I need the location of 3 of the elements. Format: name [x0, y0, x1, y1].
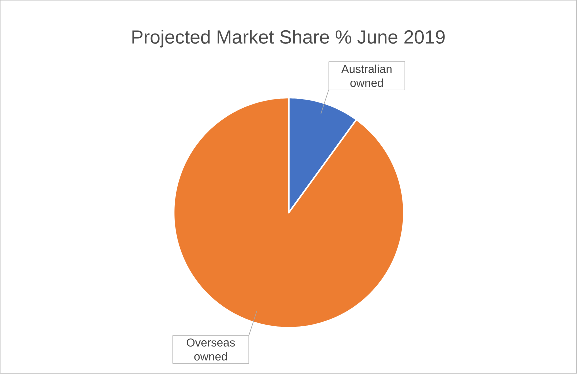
slice-label: Overseas owned	[186, 338, 236, 361]
chart-title: Projected Market Share % June 2019	[132, 30, 445, 48]
slice-label: Australian owned	[342, 64, 392, 88]
